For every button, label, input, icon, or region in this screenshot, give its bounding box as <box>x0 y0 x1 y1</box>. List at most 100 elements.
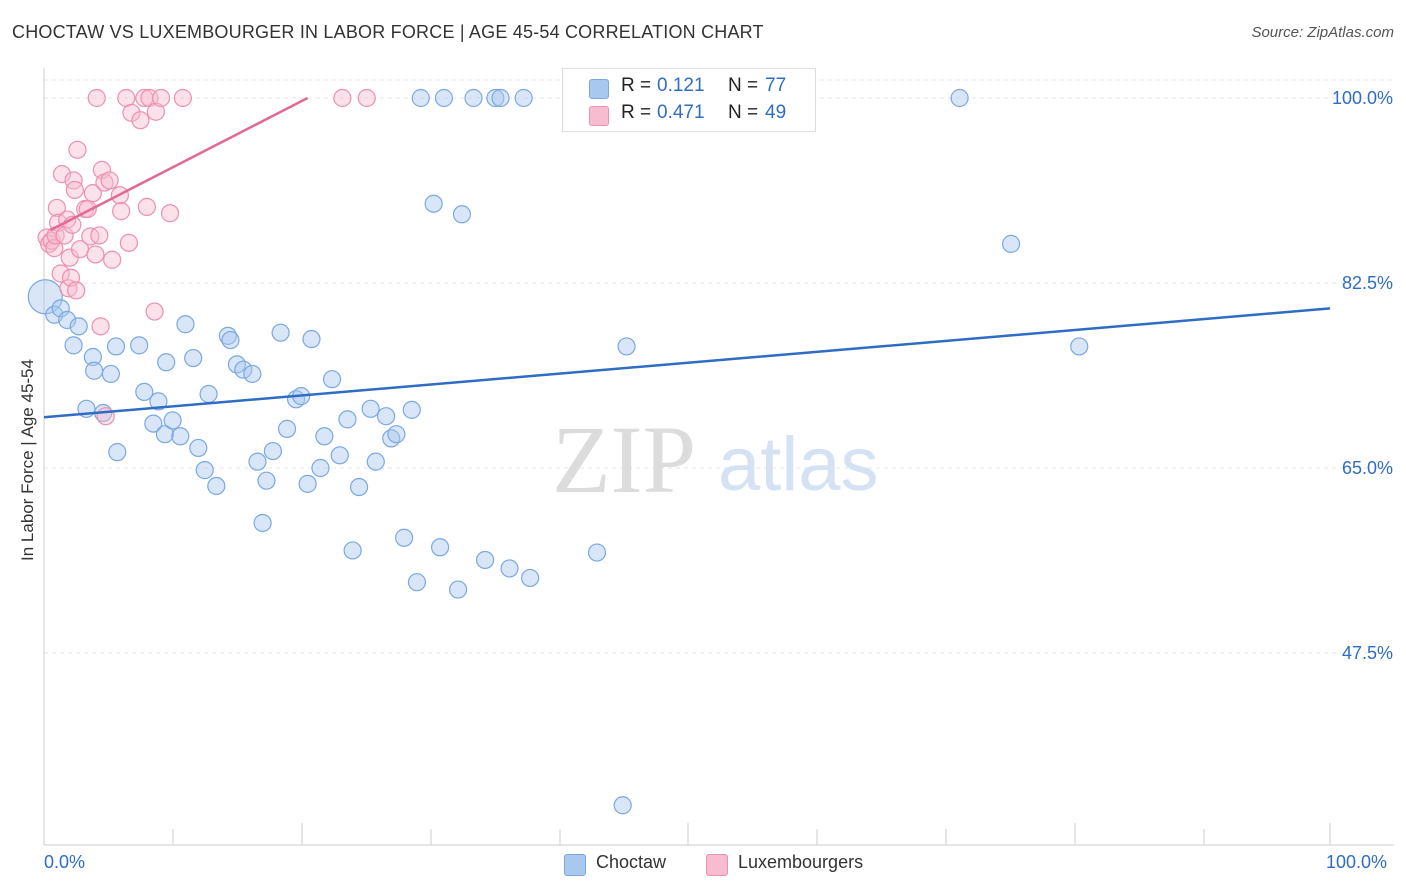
choctaw-point <box>149 392 168 411</box>
luxembourger-point <box>146 102 165 121</box>
choctaw-point <box>407 573 427 592</box>
choctaw-point <box>195 461 214 480</box>
luxembourger-point <box>119 233 138 252</box>
luxembourger-point <box>137 197 156 216</box>
luxembourger-point <box>86 245 105 264</box>
luxembourger-point <box>145 302 164 321</box>
choctaw-point <box>302 329 321 349</box>
y-tick-label: 100.0% <box>1332 88 1393 108</box>
choctaw-point <box>298 474 317 493</box>
luxembourger-point <box>112 202 131 221</box>
choctaw-point <box>83 347 102 367</box>
chart-title: CHOCTAW VS LUXEMBOURGER IN LABOR FORCE |… <box>12 22 764 42</box>
choctaw-point <box>521 568 540 588</box>
choctaw-point <box>486 88 505 108</box>
luxembourgers-legend-label: Luxembourgers <box>738 852 864 872</box>
choctaw-point <box>248 452 267 471</box>
choctaw-point <box>514 88 533 108</box>
choctaw-point <box>271 323 290 342</box>
choctaw-point <box>950 88 969 108</box>
n-value: 49 <box>765 102 787 123</box>
choctaw-point <box>387 425 406 444</box>
choctaw-point <box>144 414 163 433</box>
luxembourger-point <box>173 88 192 108</box>
luxembourger-point <box>103 250 122 269</box>
choctaw-point <box>1070 337 1089 356</box>
choctaw-point <box>448 580 468 599</box>
watermark-zip: ZIP <box>552 406 696 513</box>
choctaw-point <box>349 477 369 497</box>
choctaw-point <box>263 441 283 461</box>
choctaw-point <box>189 438 208 458</box>
luxembourger-point <box>64 171 83 190</box>
choctaw-point <box>464 88 483 108</box>
luxembourger-point <box>91 317 110 336</box>
luxembourger-point <box>90 226 109 245</box>
choctaw-point <box>613 796 632 815</box>
choctaw-point <box>475 550 495 570</box>
choctaw-point <box>424 194 443 213</box>
choctaw-point <box>394 528 414 547</box>
choctaw-point <box>51 299 70 318</box>
luxembourger-point <box>160 204 180 223</box>
choctaw-point <box>452 205 472 224</box>
legend-row-luxembourgers: R = 0.471 N = 49 <box>563 100 815 128</box>
choctaw-trend-line <box>43 307 1331 419</box>
y-axis-label: In Labor Force | Age 45-54 <box>18 359 37 561</box>
n-label: N = <box>728 75 759 96</box>
luxembourgers-swatch <box>589 106 609 126</box>
choctaw-point <box>106 337 126 356</box>
luxembourger-point <box>67 281 86 300</box>
luxembourger-point <box>357 88 376 108</box>
choctaw-legend-swatch <box>564 854 586 876</box>
r-label: R = <box>621 75 652 96</box>
choctaw-point <box>434 88 454 108</box>
choctaw-point <box>311 458 330 478</box>
choctaw-point <box>163 411 182 430</box>
x-tick-label-max: 100.0% <box>1326 852 1388 872</box>
choctaw-point <box>243 364 262 384</box>
luxembourger-point <box>100 171 119 190</box>
choctaw-point <box>58 310 77 330</box>
watermark-atlas: atlas <box>718 422 879 507</box>
choctaw-point <box>500 559 519 578</box>
luxembourger-trend-line <box>49 96 309 232</box>
choctaw-point <box>1001 234 1021 253</box>
choctaw-point <box>411 88 430 108</box>
choctaw-point <box>343 541 362 560</box>
choctaw-point <box>430 538 450 557</box>
choctaw-point <box>101 364 120 384</box>
choctaw-point <box>155 425 174 444</box>
r-label: R = <box>621 102 652 123</box>
choctaw-point <box>322 370 342 389</box>
x-tick-label-min: 0.0% <box>44 852 86 872</box>
choctaw-point <box>64 336 83 355</box>
luxembourger-point <box>52 165 72 184</box>
luxembourger-point <box>83 184 102 203</box>
choctaw-point <box>130 336 149 355</box>
choctaw-point <box>253 513 272 533</box>
choctaw-point <box>199 384 218 404</box>
choctaw-point <box>338 410 357 429</box>
luxembourger-point <box>151 88 171 108</box>
choctaw-point <box>491 88 510 108</box>
choctaw-point <box>402 400 421 419</box>
choctaw-point <box>69 317 88 336</box>
n-value: 77 <box>765 75 787 96</box>
choctaw-point <box>184 348 203 368</box>
n-label: N = <box>728 102 759 123</box>
y-tick-label: 65.0% <box>1342 458 1393 478</box>
y-tick-label: 82.5% <box>1342 273 1393 293</box>
axes <box>43 68 1394 846</box>
y-tick-label: 47.5% <box>1342 643 1393 663</box>
choctaw-point <box>366 452 385 471</box>
r-value: 0.121 <box>657 75 705 96</box>
luxembourger-point <box>68 140 87 159</box>
choctaw-swatch <box>589 79 609 99</box>
stats-legend: R = 0.121 N = 77 R = 0.471 N = 49 <box>562 68 816 132</box>
choctaw-point <box>277 419 297 438</box>
source-label: Source: ZipAtlas.com <box>1251 24 1394 41</box>
y-tick-labels: 100.0% 82.5% 65.0% 47.5% <box>1332 88 1393 663</box>
choctaw-point <box>108 443 127 462</box>
